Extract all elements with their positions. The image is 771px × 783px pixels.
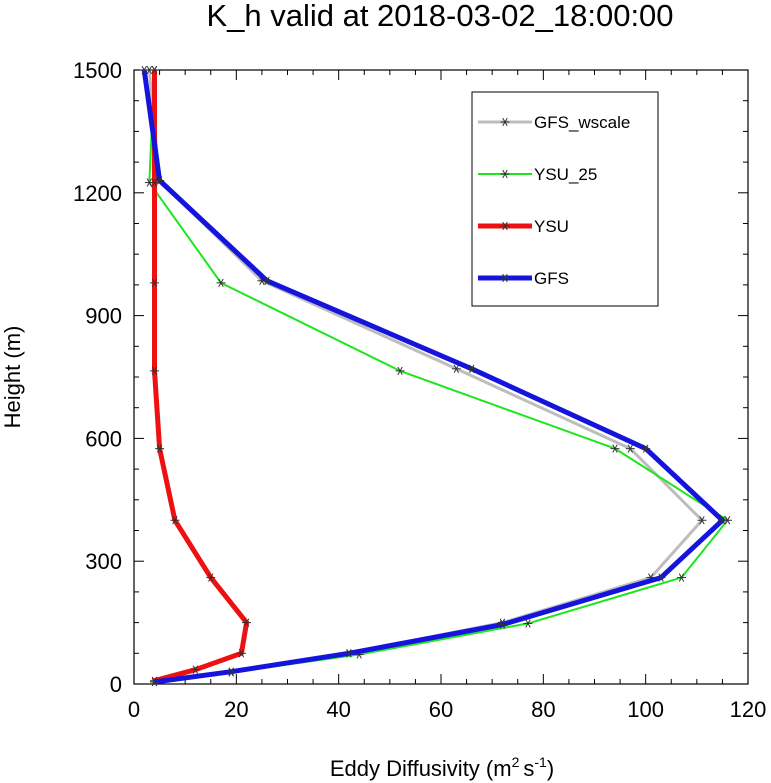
legend-label: YSU [534, 217, 569, 236]
data-point-ysu [170, 516, 180, 525]
data-point-ysu-25 [676, 573, 686, 582]
x-axis-label-text: Eddy Diffusivity [330, 756, 480, 781]
legend-item-ysu-25: YSU_25 [478, 165, 597, 184]
legend-marker [500, 273, 510, 283]
y-axis-label: Height (m) [0, 326, 25, 429]
data-point-gfs [344, 649, 354, 658]
x-tick-label: 60 [429, 697, 453, 722]
x-unit-s: s [523, 756, 534, 781]
data-point-ysu-25 [395, 366, 405, 376]
legend-items: GFS_wscale YSU_25 YSU GFS [478, 113, 630, 288]
data-point-gfs [262, 276, 272, 285]
data-point-gfs-wscale [697, 516, 707, 525]
data-point-gfs [717, 516, 727, 525]
legend-label: YSU_25 [534, 165, 597, 184]
data-point-gfs [641, 444, 651, 453]
x-unit-m: m [493, 756, 511, 781]
data-point-ysu [206, 573, 216, 582]
series-layer [139, 65, 733, 687]
series-line-ysu [152, 70, 250, 684]
x-tick-label: 0 [128, 697, 140, 722]
data-point-gfs [467, 364, 477, 373]
x-tick-labels: 0 20 40 60 80 100 120 [128, 697, 766, 722]
data-point-ysu-25 [216, 278, 226, 288]
data-point-gfs [497, 620, 507, 629]
chart-title: K_h valid at 2018-03-02_18:00:00 [206, 0, 673, 33]
data-point-ysu-25 [523, 619, 533, 628]
x-tick-label: 40 [326, 697, 350, 722]
x-tick-label: 80 [531, 697, 555, 722]
data-point-gfs [155, 176, 165, 185]
y-tick-label: 900 [85, 304, 122, 329]
data-point-ysu [155, 444, 165, 453]
legend: GFS_wscale YSU_25 YSU GFS [471, 91, 659, 307]
legend-item-gfs: GFS [478, 269, 569, 288]
y-tick-label: 1200 [73, 181, 122, 206]
y-tick-label: 1500 [73, 58, 122, 83]
legend-item-gfs-wscale: GFS_wscale [478, 113, 630, 132]
data-point-ysu [242, 618, 252, 627]
x-tick-label: 20 [224, 697, 248, 722]
y-tick-label: 300 [85, 549, 122, 574]
data-point-ysu [190, 665, 200, 674]
legend-label: GFS_wscale [534, 113, 630, 132]
x-tick-label: 120 [730, 697, 767, 722]
series-gfs [139, 65, 727, 687]
y-tick-label: 0 [110, 672, 122, 697]
x-axis-label: Eddy Diffusivity (m2 s-1) [330, 754, 554, 781]
series-ysu [149, 65, 252, 685]
data-point-ysu [149, 65, 159, 75]
data-point-gfs [656, 573, 666, 582]
y-tick-label: 600 [85, 426, 122, 451]
data-point-ysu-25 [610, 444, 620, 453]
data-point-gfs-wscale [625, 444, 635, 453]
x-unit-m-exp: 2 [512, 754, 520, 770]
x-unit-s-exp: -1 [534, 754, 547, 770]
data-point-gfs [226, 667, 236, 676]
legend-item-ysu: YSU [478, 217, 569, 236]
legend-marker [500, 169, 510, 179]
legend-marker [500, 221, 510, 231]
data-point-gfs [149, 677, 159, 687]
legend-marker [500, 117, 510, 127]
data-point-ysu [236, 649, 246, 658]
axis-ticks [133, 69, 749, 685]
y-tick-labels: 0 300 600 900 1200 1500 [73, 58, 122, 697]
x-tick-label: 100 [627, 697, 664, 722]
data-point-gfs-wscale [451, 364, 461, 373]
legend-box [471, 91, 659, 307]
data-point-ysu [149, 178, 159, 187]
data-point-ysu [149, 278, 159, 288]
data-point-gfs [139, 65, 149, 75]
data-point-ysu [149, 366, 159, 376]
legend-label: GFS [534, 269, 569, 288]
